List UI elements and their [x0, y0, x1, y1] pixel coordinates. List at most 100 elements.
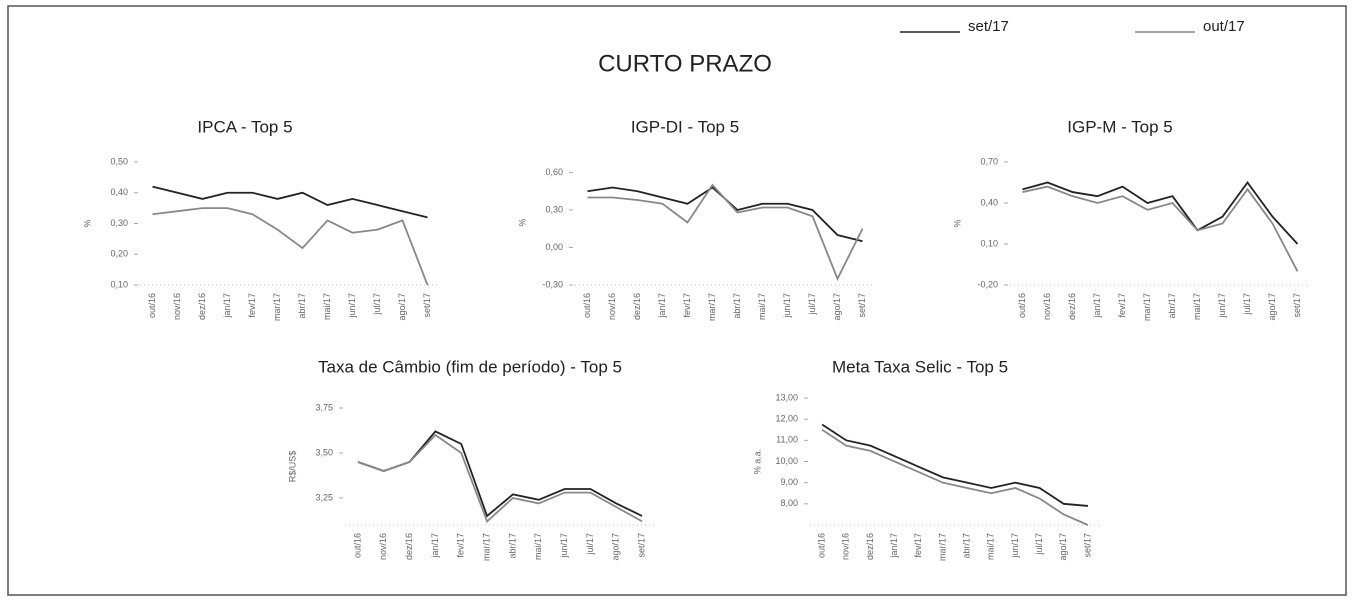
x-tick-label: set/17 [1082, 533, 1092, 558]
x-tick-label: nov/16 [841, 533, 851, 560]
y-axis-label: R$/US$ [287, 451, 297, 483]
x-tick-label: jun/17 [559, 533, 569, 559]
series-line [821, 428, 1089, 526]
series-line [1022, 180, 1299, 245]
y-tick-label: 9,00 [780, 477, 798, 487]
x-tick-label: fev/17 [456, 533, 466, 558]
series-line [152, 185, 428, 219]
x-tick-label: jun/17 [782, 293, 792, 319]
x-tick-label: dez/16 [1067, 293, 1077, 320]
x-tick-label: mai/17 [757, 293, 767, 320]
y-tick-label: -0,30 [542, 279, 563, 289]
x-tick-label: jan/17 [430, 533, 440, 559]
x-tick-label: fev/17 [913, 533, 923, 558]
x-tick-label: out/16 [147, 293, 157, 318]
chart-title: IGP-M - Top 5 [1067, 117, 1173, 136]
x-tick-label: ago/17 [1058, 533, 1068, 561]
x-tick-label: jan/17 [889, 533, 899, 559]
series-line [152, 207, 429, 286]
y-tick-label: 0,60 [545, 167, 563, 177]
x-tick-label: set/17 [636, 533, 646, 558]
x-tick-label: out/16 [352, 533, 362, 558]
y-tick-label: 3,50 [315, 447, 333, 457]
x-tick-label: set/17 [422, 293, 432, 318]
y-tick-label: 3,25 [315, 492, 333, 502]
chart-title: IPCA - Top 5 [197, 117, 292, 136]
x-tick-label: abr/17 [507, 533, 517, 559]
series-line [357, 433, 643, 523]
x-tick-label: mar/17 [272, 293, 282, 321]
chart-title: Taxa de Câmbio (fim de período) - Top 5 [318, 357, 622, 376]
x-tick-label: nov/16 [172, 293, 182, 320]
y-axis-label: % [517, 218, 527, 226]
y-tick-label: 0,20 [110, 249, 128, 259]
series-line [587, 186, 863, 243]
series-line [821, 423, 1088, 507]
y-tick-label: 0,00 [545, 242, 563, 252]
x-tick-label: mar/17 [707, 293, 717, 321]
series-line [587, 183, 864, 281]
series-line [1022, 185, 1299, 272]
legend-label: set/17 [968, 18, 1009, 35]
y-tick-label: 13,00 [775, 392, 798, 402]
x-tick-label: dez/16 [404, 533, 414, 560]
x-tick-label: ago/17 [611, 533, 621, 561]
x-tick-label: mai/17 [986, 533, 996, 560]
y-tick-label: 12,00 [775, 414, 798, 424]
series-line [357, 430, 643, 518]
x-tick-label: nov/16 [1042, 293, 1052, 320]
y-tick-label: 10,00 [775, 456, 798, 466]
x-tick-label: mar/17 [937, 533, 947, 561]
x-tick-label: dez/16 [197, 293, 207, 320]
x-tick-label: abr/17 [1167, 293, 1177, 319]
x-tick-label: ago/17 [1267, 293, 1277, 321]
frame [7, 5, 1347, 596]
x-tick-label: jun/17 [1217, 293, 1227, 319]
x-tick-label: abr/17 [732, 293, 742, 319]
x-tick-label: mar/17 [481, 533, 491, 561]
y-tick-label: 8,00 [780, 498, 798, 508]
x-tick-label: jul/17 [372, 293, 382, 316]
chart-title: Meta Taxa Selic - Top 5 [832, 357, 1008, 376]
x-tick-label: ago/17 [397, 293, 407, 321]
x-tick-label: set/17 [1292, 293, 1302, 318]
y-axis-label: % a.a. [752, 449, 762, 475]
x-tick-label: jun/17 [347, 293, 357, 319]
x-tick-label: mai/17 [1192, 293, 1202, 320]
x-tick-label: nov/16 [607, 293, 617, 320]
x-tick-label: jan/17 [222, 293, 232, 319]
y-tick-label: 0,70 [980, 156, 998, 166]
x-tick-label: dez/16 [865, 533, 875, 560]
x-tick-label: fev/17 [682, 293, 692, 318]
x-tick-label: ago/17 [832, 293, 842, 321]
x-tick-label: out/16 [582, 293, 592, 318]
x-tick-label: fev/17 [1117, 293, 1127, 318]
y-tick-label: -0,20 [977, 279, 998, 289]
x-tick-label: jan/17 [1092, 293, 1102, 319]
x-tick-label: nov/16 [378, 533, 388, 560]
y-axis-label: % [82, 219, 92, 227]
legend-label: out/17 [1203, 18, 1245, 35]
x-tick-label: mai/17 [322, 293, 332, 320]
y-tick-label: 0,10 [980, 238, 998, 248]
x-tick-label: abr/17 [297, 293, 307, 319]
chart-title: IGP-DI - Top 5 [631, 117, 739, 136]
x-tick-label: out/16 [816, 533, 826, 558]
x-tick-label: fev/17 [247, 293, 257, 318]
y-tick-label: 0,40 [110, 187, 128, 197]
y-tick-label: 0,40 [980, 197, 998, 207]
x-tick-label: out/16 [1017, 293, 1027, 318]
y-tick-label: 0,30 [110, 218, 128, 228]
y-axis-label: % [952, 219, 962, 227]
page-title: CURTO PRAZO [598, 50, 772, 77]
x-tick-label: jan/17 [657, 293, 667, 319]
y-tick-label: 0,30 [545, 204, 563, 214]
y-tick-label: 0,50 [110, 156, 128, 166]
x-tick-label: dez/16 [632, 293, 642, 320]
y-tick-label: 11,00 [776, 435, 798, 445]
x-tick-label: mai/17 [533, 533, 543, 560]
x-tick-label: set/17 [857, 293, 867, 318]
y-tick-label: 3,75 [315, 402, 333, 412]
x-tick-label: abr/17 [961, 533, 971, 559]
